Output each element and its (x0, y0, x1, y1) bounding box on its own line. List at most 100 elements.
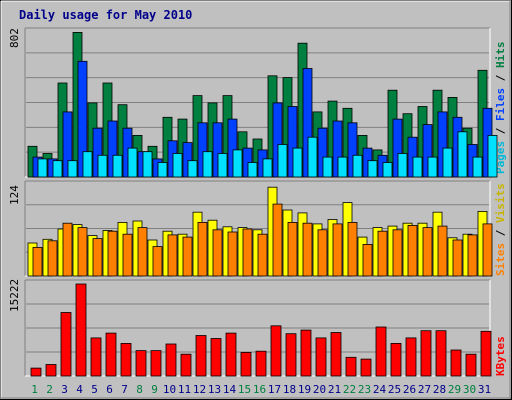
bar-kbytes-day-9 (150, 350, 162, 377)
bar-sites-day-1 (32, 246, 43, 277)
bar-kbytes-day-19 (300, 329, 312, 377)
bar-kbytes-day-5 (90, 337, 102, 377)
y-max-label-visits: 124 (8, 185, 21, 205)
bar-files-day-14 (227, 118, 238, 178)
legend-hits: Hits (494, 42, 507, 69)
bar-sites-day-9 (152, 246, 163, 277)
bar-kbytes-day-2 (45, 364, 57, 377)
bar-sites-day-27 (422, 227, 433, 277)
bar-pages-day-1 (37, 158, 48, 178)
bar-pages-day-19 (307, 136, 318, 178)
bar-pages-day-28 (442, 147, 453, 178)
bar-sites-day-20 (317, 229, 328, 277)
bar-sites-day-8 (137, 227, 148, 277)
bar-pages-day-16 (262, 158, 273, 178)
bar-kbytes-day-30 (465, 353, 477, 377)
bar-files-day-27 (422, 124, 433, 178)
bar-pages-day-31 (487, 134, 498, 178)
x-tick-label: 30 (463, 383, 476, 396)
bar-kbytes-day-1 (30, 367, 42, 377)
bar-pages-day-4 (82, 151, 93, 178)
x-tick-label: 22 (343, 383, 356, 396)
bar-files-day-5 (92, 127, 103, 178)
bar-kbytes-day-3 (60, 312, 72, 377)
legend-kbytes: KBytes (494, 336, 507, 376)
bar-sites-day-24 (377, 230, 388, 277)
x-tick-label: 31 (478, 383, 491, 396)
y-max-label-kbytes: 15222 (8, 279, 21, 312)
bar-pages-day-14 (232, 149, 243, 178)
bar-files-day-19 (302, 68, 313, 178)
bar-pages-day-29 (457, 131, 468, 178)
bar-kbytes-day-29 (450, 349, 462, 377)
bar-sites-day-11 (182, 236, 193, 277)
bar-sites-day-19 (302, 222, 313, 277)
bar-sites-day-3 (62, 222, 73, 277)
bar-pages-day-9 (157, 162, 168, 178)
bar-kbytes-day-25 (390, 342, 402, 377)
bar-files-day-6 (107, 120, 118, 178)
bar-kbytes-day-4 (75, 283, 87, 377)
bar-files-day-18 (287, 106, 298, 178)
x-tick-label: 1 (31, 383, 38, 396)
bar-kbytes-day-20 (315, 337, 327, 377)
bar-kbytes-day-11 (180, 353, 192, 377)
bar-pages-day-12 (202, 151, 213, 178)
x-tick-label: 26 (403, 383, 416, 396)
y-max-label-hits: 802 (8, 28, 21, 48)
bar-pages-day-25 (397, 153, 408, 178)
bar-kbytes-day-10 (165, 343, 177, 377)
x-tick-label: 4 (76, 383, 83, 396)
bar-pages-day-15 (247, 162, 258, 178)
bar-sites-day-31 (482, 223, 493, 277)
bar-files-day-13 (212, 122, 223, 178)
bar-pages-day-23 (367, 160, 378, 178)
bar-sites-day-26 (407, 224, 418, 277)
hits-panel (24, 27, 498, 178)
bar-pages-day-5 (97, 154, 108, 178)
bar-kbytes-day-14 (225, 332, 237, 377)
bar-sites-day-5 (92, 238, 103, 277)
legend-files: Files (494, 88, 507, 121)
x-tick-label: 11 (178, 383, 191, 396)
legend-sites: Sites (494, 243, 507, 276)
bar-kbytes-day-17 (270, 325, 282, 377)
x-tick-label: 2 (46, 383, 53, 396)
bar-pages-day-20 (322, 156, 333, 178)
bar-files-day-21 (332, 120, 343, 178)
bar-pages-day-11 (187, 160, 198, 178)
bar-kbytes-day-8 (135, 350, 147, 377)
bar-pages-day-22 (352, 154, 363, 178)
bar-sites-day-28 (437, 225, 448, 277)
x-tick-label: 6 (106, 383, 113, 396)
bar-pages-day-13 (217, 153, 228, 178)
x-tick-label: 7 (121, 383, 128, 396)
kbytes-panel (24, 279, 492, 377)
bar-sites-day-13 (212, 229, 223, 277)
x-tick-label: 5 (91, 383, 98, 396)
bar-sites-day-16 (257, 233, 268, 277)
bar-pages-day-2 (52, 160, 63, 178)
bar-sites-day-2 (47, 240, 58, 277)
x-tick-label: 29 (448, 383, 461, 396)
bar-sites-day-21 (332, 223, 343, 277)
x-tick-label: 23 (358, 383, 371, 396)
x-tick-label: 9 (151, 383, 158, 396)
x-tick-label: 14 (223, 383, 237, 396)
bar-sites-day-17 (272, 203, 283, 277)
bar-files-day-12 (197, 122, 208, 178)
bar-kbytes-day-15 (240, 351, 252, 377)
x-tick-label: 15 (238, 383, 251, 396)
bar-pages-day-26 (412, 156, 423, 178)
bar-kbytes-day-22 (345, 356, 357, 377)
x-tick-label: 19 (298, 383, 311, 396)
bar-pages-day-10 (172, 153, 183, 178)
bar-files-day-25 (392, 118, 403, 178)
bar-sites-day-23 (362, 243, 373, 277)
x-tick-label: 8 (136, 383, 143, 396)
bar-sites-day-30 (467, 234, 478, 277)
x-tick-label: 13 (208, 383, 221, 396)
bar-sites-day-4 (77, 227, 88, 277)
x-tick-label: 27 (418, 383, 431, 396)
